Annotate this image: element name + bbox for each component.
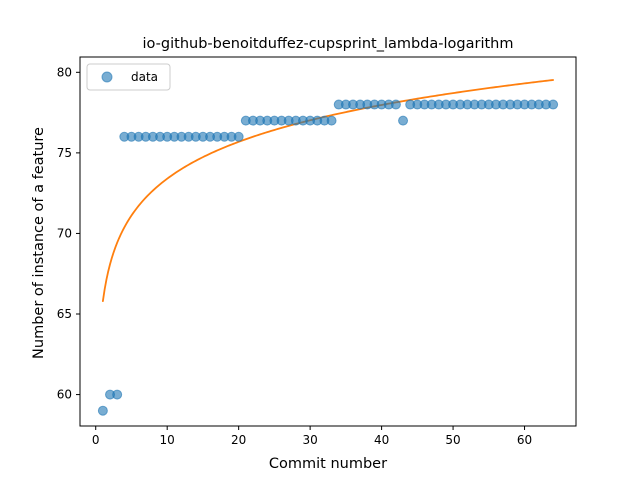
y-tick-label: 60 (57, 388, 72, 402)
plot-background (80, 57, 576, 426)
y-tick-label: 70 (57, 226, 72, 240)
legend-label: data (131, 70, 158, 84)
fit-line-layer (101, 79, 555, 303)
data-point (97, 405, 108, 416)
data-point (326, 115, 337, 126)
y-tick-label: 75 (57, 146, 72, 160)
data-point (398, 115, 409, 126)
plot-area (80, 57, 576, 426)
legend-box (86, 63, 171, 91)
chart-title: io-github-benoitduffez-cupsprint_lambda-… (143, 36, 514, 52)
x-tick-label: 10 (160, 433, 175, 447)
x-tick-label: 0 (92, 433, 100, 447)
x-tick-label: 50 (445, 433, 460, 447)
y-axis-label: Number of instance of a feature (31, 127, 47, 359)
x-tick-label: 30 (302, 433, 317, 447)
fit-line (101, 79, 555, 303)
plot-frame (79, 56, 577, 427)
data-point (233, 131, 244, 142)
x-tick-label: 40 (374, 433, 389, 447)
y-tick-label: 65 (57, 307, 72, 321)
data-point (390, 99, 401, 110)
x-tick-label: 60 (517, 433, 532, 447)
y-tick-label: 80 (57, 65, 72, 79)
data-point (548, 99, 559, 110)
data-points (97, 99, 559, 416)
x-axis-label: Commit number (269, 456, 387, 472)
legend: data (86, 63, 171, 91)
legend-marker (101, 71, 113, 83)
axes: 0 10 20 30 40 50 60 60 65 70 75 80 (57, 56, 577, 447)
data-point (112, 389, 123, 400)
x-tick-label: 20 (231, 433, 246, 447)
